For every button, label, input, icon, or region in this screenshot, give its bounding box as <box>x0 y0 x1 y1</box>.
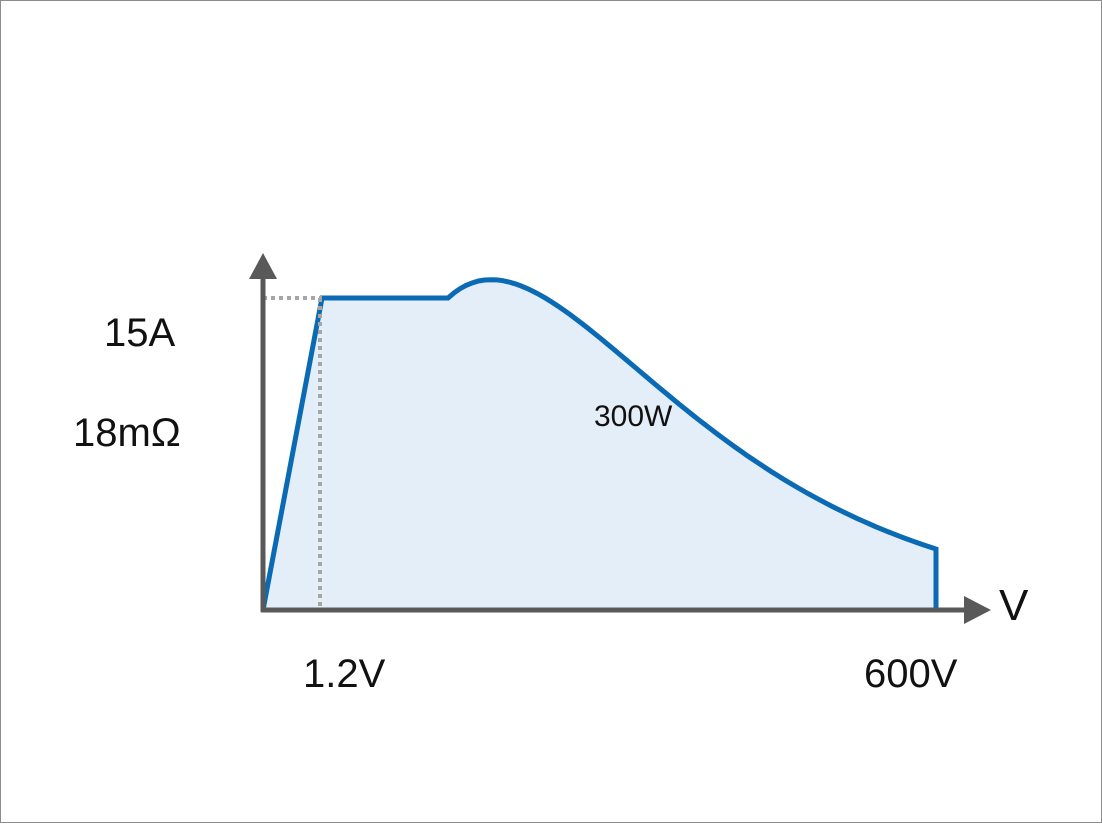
power-envelope-line <box>260 277 939 611</box>
x-axis-unit-label: V <box>999 581 1029 630</box>
x-axis-arrow <box>964 596 991 624</box>
y-axis-arrow <box>249 253 277 279</box>
operating-area-fill <box>263 279 936 610</box>
resistance-label: 18mΩ <box>73 411 181 455</box>
voltage-tick-max: 600V <box>864 652 958 696</box>
voltage-tick-low: 1.2V <box>303 652 386 696</box>
current-label: 15A <box>104 311 175 355</box>
power-label: 300W <box>594 400 673 433</box>
